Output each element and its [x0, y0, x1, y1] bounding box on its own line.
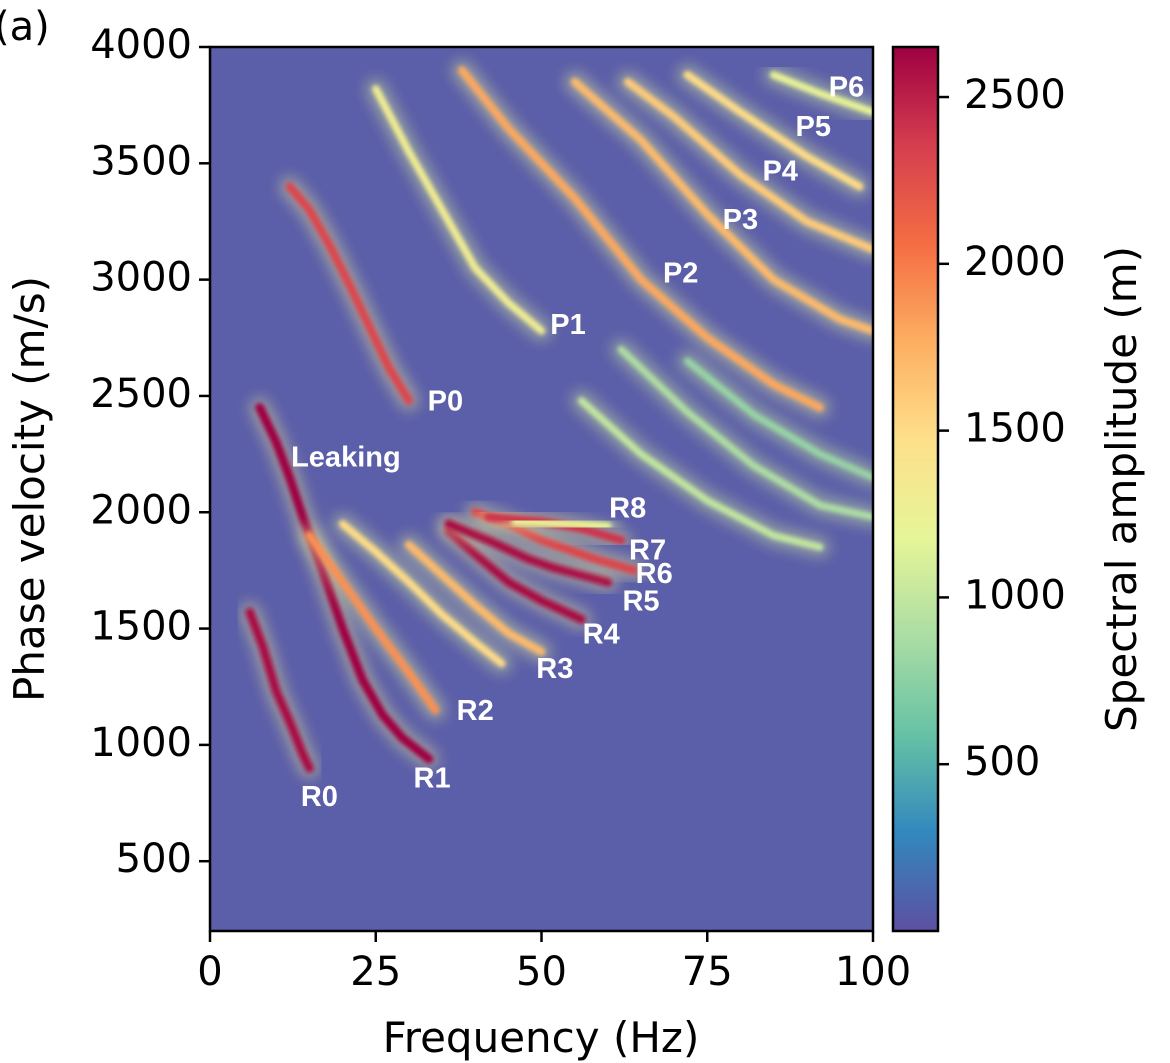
- colorbar-tick-label: 2000: [964, 239, 1066, 285]
- mode-label-p4: P4: [762, 155, 797, 187]
- ridge-r2: [338, 520, 506, 668]
- x-tick-label: 50: [516, 949, 567, 995]
- y-tick-label: 2000: [90, 487, 192, 533]
- ridge-high-mode-b: [617, 345, 873, 521]
- ridge-p0: [285, 182, 414, 405]
- ridge-r3: [404, 540, 546, 656]
- mode-label-r0: R0: [301, 781, 338, 813]
- ridge-p4: [623, 77, 873, 254]
- panel-label: (a): [0, 4, 50, 50]
- mode-label-r4: R4: [583, 618, 620, 650]
- mode-label-p6: P6: [829, 72, 864, 104]
- colorbar-axis: 500 1000 1500 2000 2500: [938, 72, 1066, 785]
- ridge-r4: [444, 526, 586, 624]
- mode-label-r8: R8: [609, 493, 646, 525]
- mode-label-leaking: Leaking: [291, 441, 401, 473]
- y-tick-label: 2500: [90, 371, 192, 417]
- colorbar: 500 1000 1500 2000 2500 Spectral amplitude (…: [891, 45, 1146, 933]
- ridge-r8: [511, 517, 612, 530]
- colorbar-fill: [893, 47, 938, 931]
- y-tick-label: 4000: [90, 22, 192, 68]
- colorbar-tick-label: 1500: [964, 406, 1066, 452]
- mode-label-p3: P3: [723, 204, 758, 236]
- ridge-high-mode-c: [683, 357, 873, 481]
- mode-label-r3: R3: [536, 653, 573, 685]
- x-tick-label: 100: [835, 949, 911, 995]
- y-axis-title: Phase velocity (m/s): [5, 276, 54, 702]
- colorbar-title: Spectral amplitude (m): [1097, 246, 1146, 732]
- y-tick-label: 3000: [90, 255, 192, 301]
- x-tick-label: 75: [682, 949, 733, 995]
- mode-label-r1: R1: [414, 762, 451, 794]
- x-tick-label: 25: [350, 949, 401, 995]
- colorbar-tick-label: 1000: [964, 572, 1066, 618]
- y-tick-label: 1000: [90, 720, 192, 766]
- ridge-p1: [372, 85, 546, 335]
- colorbar-frame: [891, 45, 940, 933]
- ridge-r0: [245, 607, 314, 773]
- ridge-p6: [769, 71, 873, 116]
- heatmap-ridges: [239, 60, 873, 779]
- ridge-high-mode-a: [577, 397, 824, 551]
- x-axis: 0 25 50 75 100: [197, 931, 911, 995]
- ridge-p3: [570, 77, 873, 335]
- ridge-p2: [457, 66, 825, 412]
- mode-label-p1: P1: [550, 309, 585, 341]
- ridge-leaking: [255, 403, 434, 764]
- y-tick-label: 3500: [90, 138, 192, 184]
- ridge-p5: [683, 71, 864, 191]
- mode-label-r2: R2: [457, 695, 494, 727]
- mode-label-r5: R5: [622, 586, 659, 618]
- x-axis-title: Frequency (Hz): [383, 1013, 700, 1062]
- x-tick-label: 0: [197, 949, 222, 995]
- mode-label-r7: R7: [629, 534, 666, 566]
- mode-label-r6: R6: [636, 558, 673, 590]
- colorbar-tick-label: 2500: [964, 72, 1066, 118]
- mode-label-p0: P0: [428, 386, 463, 418]
- mode-label-p5: P5: [796, 111, 831, 143]
- y-axis: 500 1000 1500 2000 2500 3000 3500 4000: [90, 22, 210, 882]
- ridge-r1: [305, 531, 440, 715]
- mode-label-p2: P2: [663, 258, 698, 290]
- y-tick-label: 1500: [90, 604, 192, 650]
- ridge-r5: [444, 519, 613, 587]
- y-tick-label: 500: [116, 836, 192, 882]
- colorbar-tick-label: 500: [964, 739, 1040, 785]
